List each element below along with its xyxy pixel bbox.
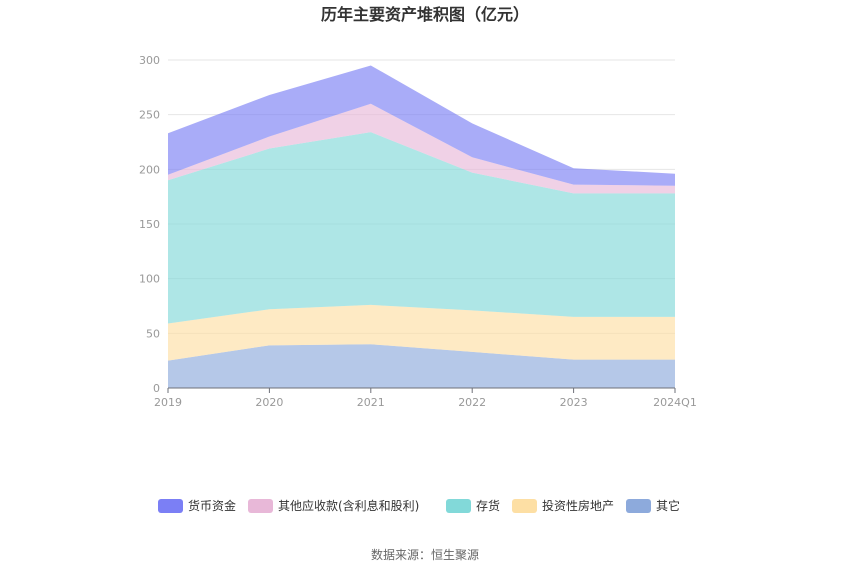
x-tick-label: 2020 bbox=[255, 396, 283, 409]
y-tick-label: 0 bbox=[153, 382, 160, 395]
legend-item[interactable]: 其他应收款(含利息和股利) bbox=[248, 498, 419, 513]
y-tick-label: 300 bbox=[139, 54, 160, 67]
y-tick-label: 100 bbox=[139, 273, 160, 286]
legend: 货币资金 其他应收款(含利息和股利) 存货 投资性房地产 其它 bbox=[158, 498, 680, 513]
legend-label: 投资性房地产 bbox=[542, 498, 614, 513]
legend-label: 存货 bbox=[476, 498, 500, 513]
y-tick-label: 150 bbox=[139, 218, 160, 231]
y-tick-label: 50 bbox=[146, 327, 160, 340]
legend-label: 其它 bbox=[656, 498, 680, 513]
axes: 0 50 100 150 200 250 300 2019 2020 2021 2022 2023 20… bbox=[139, 54, 697, 409]
x-tick-label: 2023 bbox=[560, 396, 588, 409]
y-tick-label: 250 bbox=[139, 109, 160, 122]
area-存货 bbox=[168, 132, 675, 324]
x-tick-label: 2021 bbox=[357, 396, 385, 409]
legend-swatch bbox=[446, 499, 471, 513]
y-tick-label: 200 bbox=[139, 163, 160, 176]
area-投资性房地产 bbox=[168, 304, 675, 361]
source-note: 数据来源：恒生聚源 bbox=[371, 547, 479, 562]
legend-item[interactable]: 货币资金 bbox=[158, 498, 236, 513]
x-tick-label: 2022 bbox=[458, 396, 486, 409]
area-series bbox=[168, 65, 675, 388]
legend-swatch bbox=[248, 499, 273, 513]
area-其他应收款(含利息和股利) bbox=[168, 103, 675, 194]
legend-swatch bbox=[626, 499, 651, 513]
area-其它 bbox=[168, 344, 675, 388]
legend-swatch bbox=[512, 499, 537, 513]
area-货币资金 bbox=[168, 65, 675, 186]
legend-item[interactable]: 投资性房地产 bbox=[512, 498, 614, 513]
legend-item[interactable]: 其它 bbox=[626, 498, 680, 513]
legend-label: 货币资金 bbox=[188, 498, 236, 513]
legend-item[interactable]: 存货 bbox=[446, 498, 500, 513]
x-tick-label: 2024Q1 bbox=[653, 396, 697, 409]
legend-swatch bbox=[158, 499, 183, 513]
legend-label: 其他应收款(含利息和股利) bbox=[278, 498, 419, 513]
chart-title: 历年主要资产堆积图（亿元） bbox=[321, 5, 529, 24]
x-tick-label: 2019 bbox=[154, 396, 182, 409]
